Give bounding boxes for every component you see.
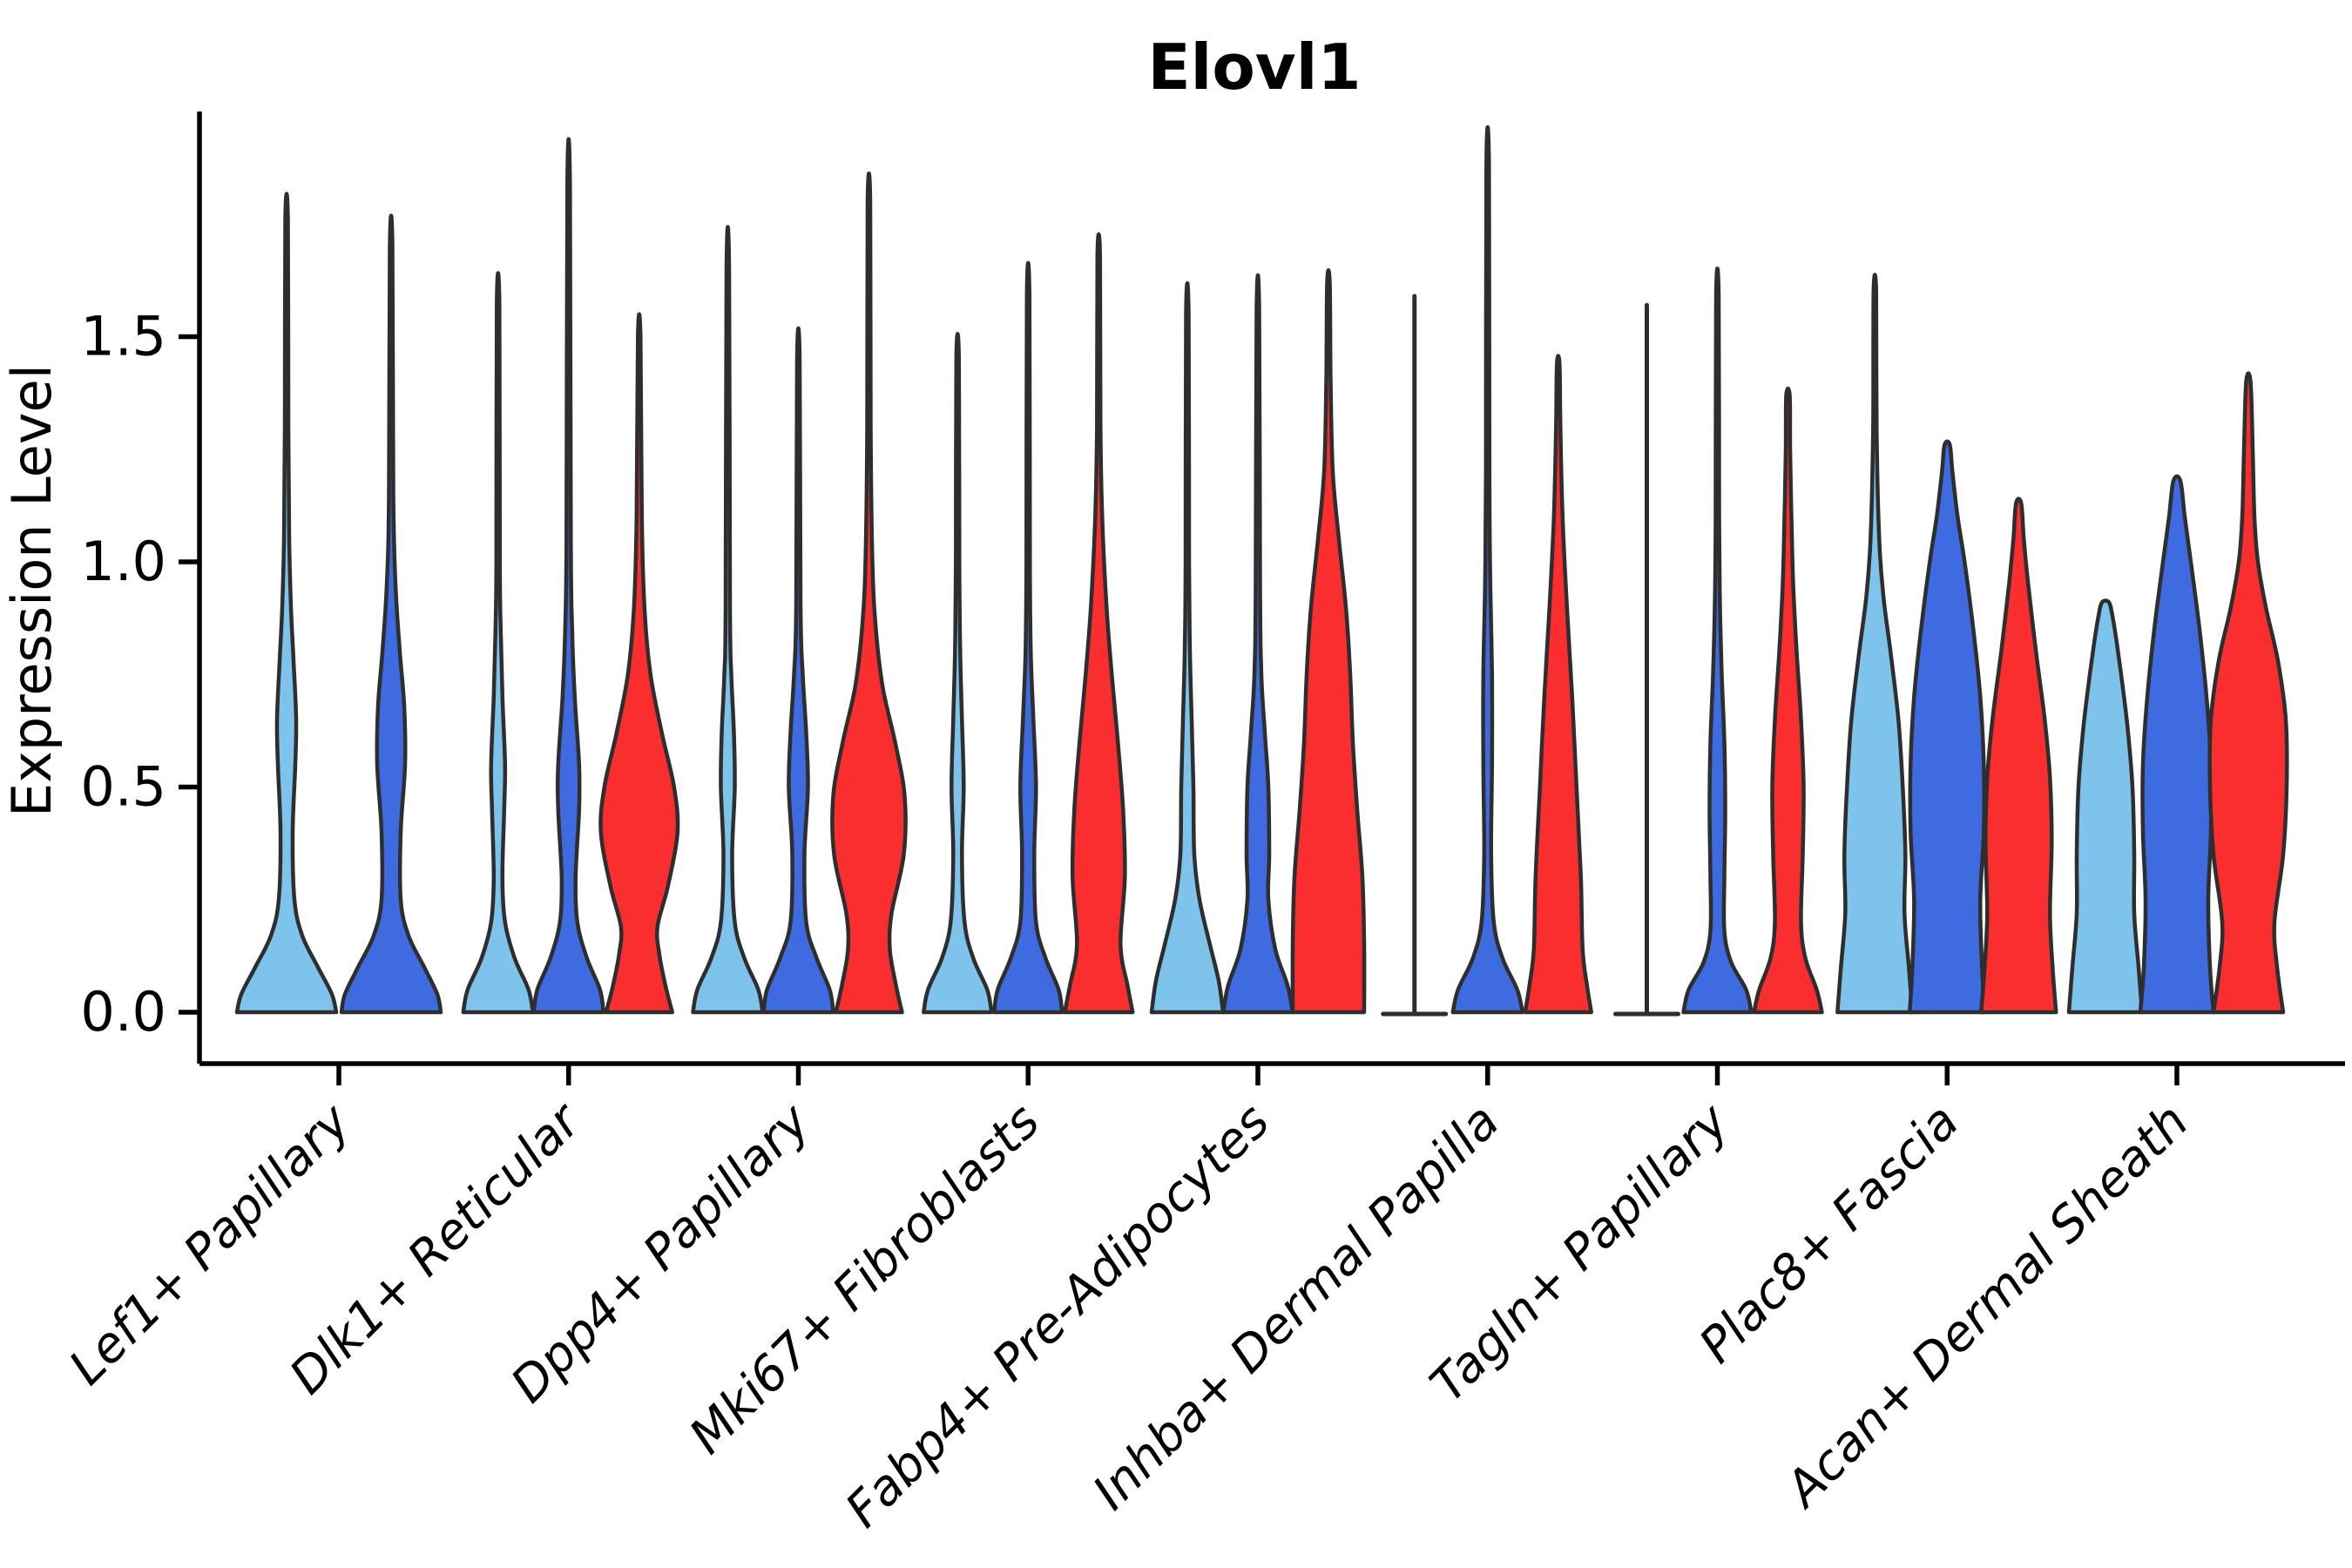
violin-fabp4-light_blue bbox=[1149, 280, 1226, 1015]
violin-inhba-dark_blue bbox=[1450, 125, 1524, 1015]
violin-dpp4-red bbox=[830, 171, 908, 1015]
violin-lef1-light_blue bbox=[234, 192, 339, 1015]
violin-dlk1-red bbox=[598, 312, 680, 1015]
violin-plac8-red bbox=[1979, 497, 2058, 1015]
violin-tagln-red bbox=[1752, 386, 1824, 1015]
violin-fabp4-dark_blue bbox=[1220, 274, 1295, 1015]
y-axis-label: Expression Level bbox=[0, 364, 64, 817]
violin-acan-dark_blue bbox=[2138, 474, 2216, 1015]
violin-dlk1-dark_blue bbox=[531, 137, 605, 1015]
violin-acan-red bbox=[2207, 371, 2289, 1015]
violin-mki67-light_blue bbox=[922, 332, 994, 1015]
x-category-label: Inhba+ Dermal Papilla bbox=[1083, 1093, 1511, 1521]
violin-plac8-dark_blue bbox=[1908, 439, 1987, 1015]
violin-plac8-light_blue bbox=[1835, 273, 1915, 1015]
x-category-label: Fabp4+ Pre-Adipocytes bbox=[835, 1093, 1281, 1538]
y-tick-label: 1.5 bbox=[80, 305, 166, 368]
violin-lef1-dark_blue bbox=[339, 213, 443, 1015]
y-tick-label: 0.5 bbox=[80, 755, 166, 819]
violin-dpp4-light_blue bbox=[691, 225, 765, 1015]
y-tick-label: 0.0 bbox=[80, 980, 166, 1044]
chart-title: Elovl1 bbox=[1147, 30, 1361, 104]
x-category-label: Acan+ Dermal Sheath bbox=[1774, 1093, 2200, 1519]
violin-mki67-dark_blue bbox=[992, 260, 1064, 1015]
violin-dpp4-dark_blue bbox=[761, 326, 835, 1015]
violin-plot-area bbox=[234, 125, 2289, 1017]
violin-mki67-red bbox=[1063, 232, 1135, 1015]
violin-tagln-dark_blue bbox=[1681, 267, 1754, 1015]
violin-fabp4-red bbox=[1290, 268, 1367, 1015]
y-tick-label: 1.0 bbox=[80, 530, 166, 593]
violin-acan-light_blue bbox=[2066, 598, 2145, 1015]
violin-inhba-red bbox=[1523, 354, 1593, 1015]
violin-dlk1-light_blue bbox=[461, 271, 535, 1015]
